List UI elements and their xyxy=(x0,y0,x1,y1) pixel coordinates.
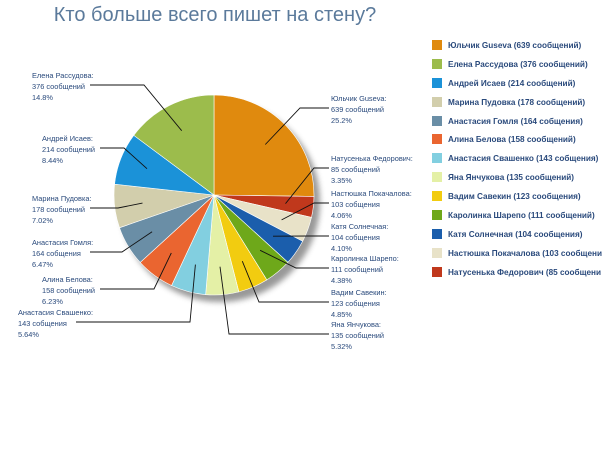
data-label-pct: 4.85% xyxy=(331,310,352,319)
legend: Юльчик Guseva (639 сообщений) Елена Рассу… xyxy=(430,40,604,286)
data-label-count: 135 сообщений xyxy=(331,331,384,340)
legend-swatch xyxy=(432,247,442,258)
leader-line xyxy=(264,107,329,145)
chart-title: Кто больше всего пишет на стену? xyxy=(53,4,377,26)
leader-line xyxy=(281,202,329,221)
data-label-pct: 4.10% xyxy=(331,244,352,253)
data-label-name: Яна Янчукова: xyxy=(331,320,381,329)
legend-item: Катя Солнечная (104 сообщения) xyxy=(430,228,604,248)
legend-swatch xyxy=(432,266,442,277)
data-label-count: 111 сообщений xyxy=(331,265,383,274)
data-label-pct: 6.23% xyxy=(42,297,63,306)
legend-item: Андрей Исаев (214 сообщений) xyxy=(430,77,604,97)
data-label-pct: 4.06% xyxy=(331,211,352,220)
data-label-count: 158 сообщений xyxy=(42,286,95,295)
leader-line xyxy=(90,84,183,131)
data-label-name: Анастасия Свашенко: xyxy=(18,308,93,317)
data-label-count: 103 собщения xyxy=(331,200,380,209)
data-label-count: 143 собщения xyxy=(18,319,67,328)
leader-line xyxy=(90,231,153,253)
data-label-pct: 6.47% xyxy=(32,260,53,269)
leader-line xyxy=(76,264,196,323)
legend-swatch xyxy=(432,153,442,164)
legend-label: Вадим Савекин (123 сообщения) xyxy=(448,192,581,202)
legend-item: Каролинка Шарепо (111 сообщений) xyxy=(430,210,604,229)
legend-item: Анастасия Гомля (164 собщения) xyxy=(430,115,604,135)
data-label-pct: 4.38% xyxy=(331,276,352,285)
data-label-pct: 14.8% xyxy=(32,93,53,102)
legend-item: Марина Пудовка (178 сообщений) xyxy=(430,96,604,116)
leader-line xyxy=(90,202,143,209)
legend-swatch xyxy=(432,115,442,126)
legend-label: Каролинка Шарепо (111 сообщений) xyxy=(448,211,595,221)
legend-swatch xyxy=(432,77,442,88)
data-label-pct: 8.44% xyxy=(42,156,63,165)
data-label-name: Марина Пудовка: xyxy=(32,194,92,203)
legend-label: Катя Солнечная (104 сообщения) xyxy=(448,229,583,239)
data-label-count: 639 сообщений xyxy=(331,105,384,114)
legend-label: Алина Белова (158 сообщений) xyxy=(448,135,576,145)
legend-swatch xyxy=(432,134,442,145)
legend-label: Юльчик Guseva (639 сообщений) xyxy=(448,41,582,50)
leader-line xyxy=(100,252,172,290)
data-label-count: 376 сообщений xyxy=(32,82,85,91)
data-label-name: Елена Рассудова: xyxy=(32,71,94,80)
data-label-name: Натусенька Федорович: xyxy=(331,154,413,163)
data-label-pct: 3.35% xyxy=(331,176,352,185)
legend-swatch xyxy=(432,191,442,202)
data-label-count: 164 собщения xyxy=(32,249,81,258)
data-label-pct: 7.02% xyxy=(32,216,53,225)
data-label-pct: 5.64% xyxy=(18,330,39,339)
legend-swatch xyxy=(432,210,442,221)
leader-line xyxy=(100,147,148,170)
legend-label: Натусенька Федорович (85 сообщени xyxy=(448,267,602,277)
leader-line xyxy=(241,261,329,303)
legend-item: Настюшка Покачалова (103 сообщени xyxy=(430,247,604,267)
legend-item: Вадим Савекин (123 сообщения) xyxy=(430,191,604,210)
data-label-name: Катя Солнечная: xyxy=(331,222,388,231)
data-label-name: Вадим Савекин: xyxy=(331,288,387,297)
data-label-name: Каролинка Шарепо: xyxy=(331,254,399,263)
legend-swatch xyxy=(432,228,442,239)
legend-label: Яна Янчукова (135 сообщений) xyxy=(448,173,575,183)
leader-line xyxy=(285,167,329,204)
legend-label: Анастасия Свашенко (143 собщения) xyxy=(448,154,599,164)
legend-item: Натусенька Федорович (85 сообщени xyxy=(430,266,604,286)
legend-swatch xyxy=(432,58,442,69)
data-label-pct: 5.32% xyxy=(331,342,352,351)
legend-item: Алина Белова (158 сообщений) xyxy=(430,134,604,153)
pie-slice xyxy=(133,94,215,196)
legend-item: Анастасия Свашенко (143 собщения) xyxy=(430,153,604,172)
data-label-name: Юльчик Guseva: xyxy=(331,94,387,103)
data-label-name: Андрей Исаев: xyxy=(42,134,93,143)
legend-swatch xyxy=(432,172,442,183)
data-label-count: 123 собщения xyxy=(331,299,380,308)
legend-label: Андрей Исаев (214 сообщений) xyxy=(448,78,576,88)
data-label-count: 85 сообщений xyxy=(331,165,380,174)
legend-label: Настюшка Покачалова (103 сообщени xyxy=(448,248,602,258)
legend-label: Елена Рассудова (376 сообщений) xyxy=(448,59,588,69)
legend-item: Елена Рассудова (376 сообщений) xyxy=(430,58,604,78)
data-label-count: 178 сообщений xyxy=(32,205,85,214)
data-label-count: 104 собщения xyxy=(331,233,380,242)
data-label-pct: 25.2% xyxy=(331,116,352,125)
legend-item: Юльчик Guseva (639 сообщений) xyxy=(430,40,604,59)
data-label-name: Алина Белова: xyxy=(42,275,93,284)
legend-swatch xyxy=(432,96,442,107)
leader-line xyxy=(219,266,329,335)
legend-label: Марина Пудовка (178 сообщений) xyxy=(448,97,586,107)
data-label-name: Настюшка Покачалова: xyxy=(331,189,412,198)
pie-slice xyxy=(213,94,315,197)
leader-line xyxy=(259,249,329,269)
legend-label: Анастасия Гомля (164 собщения) xyxy=(448,116,583,126)
legend-swatch xyxy=(432,40,442,50)
data-label-count: 214 сообщений xyxy=(42,145,95,154)
legend-item: Яна Янчукова (135 сообщений) xyxy=(430,172,604,191)
data-label-name: Анастасия Гомля: xyxy=(32,238,93,247)
